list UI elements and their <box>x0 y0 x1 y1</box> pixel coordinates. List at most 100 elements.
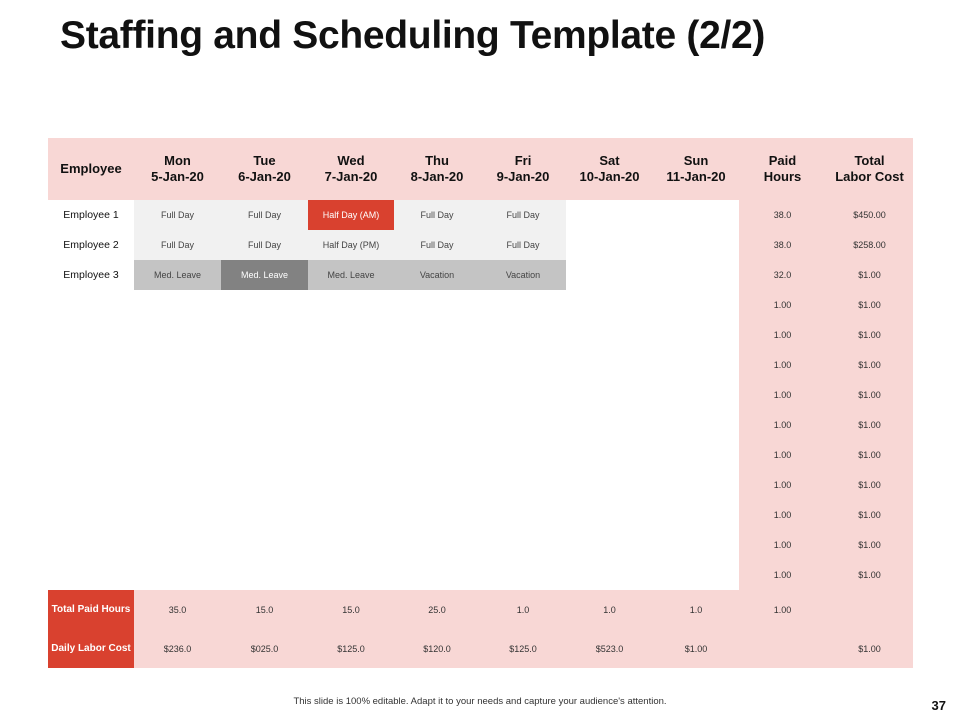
schedule-cell[interactable] <box>566 230 653 260</box>
schedule-cell[interactable] <box>221 410 308 440</box>
schedule-cell[interactable] <box>308 560 394 590</box>
employee-name[interactable] <box>48 410 134 440</box>
schedule-cell[interactable] <box>394 320 480 350</box>
schedule-cell[interactable] <box>134 350 221 380</box>
schedule-cell[interactable] <box>394 560 480 590</box>
schedule-cell[interactable]: Vacation <box>480 260 566 290</box>
schedule-cell[interactable] <box>480 530 566 560</box>
schedule-cell[interactable] <box>480 320 566 350</box>
schedule-cell[interactable] <box>566 470 653 500</box>
schedule-cell[interactable] <box>566 290 653 320</box>
schedule-cell[interactable] <box>480 470 566 500</box>
schedule-cell[interactable]: Full Day <box>134 230 221 260</box>
schedule-cell[interactable] <box>653 410 739 440</box>
schedule-cell[interactable]: Full Day <box>221 200 308 230</box>
schedule-cell[interactable] <box>566 410 653 440</box>
schedule-cell[interactable] <box>394 410 480 440</box>
schedule-cell[interactable] <box>134 380 221 410</box>
schedule-cell[interactable] <box>480 290 566 320</box>
schedule-cell[interactable]: Med. Leave <box>221 260 308 290</box>
employee-name[interactable] <box>48 350 134 380</box>
schedule-cell[interactable] <box>134 530 221 560</box>
schedule-cell[interactable] <box>308 530 394 560</box>
schedule-cell[interactable] <box>566 440 653 470</box>
schedule-cell[interactable] <box>653 470 739 500</box>
schedule-cell[interactable] <box>480 560 566 590</box>
schedule-cell[interactable] <box>653 230 739 260</box>
schedule-cell[interactable] <box>394 350 480 380</box>
schedule-cell[interactable] <box>221 500 308 530</box>
schedule-cell[interactable]: Full Day <box>394 200 480 230</box>
schedule-cell[interactable] <box>566 320 653 350</box>
schedule-cell[interactable] <box>221 440 308 470</box>
schedule-cell[interactable] <box>480 440 566 470</box>
schedule-cell[interactable] <box>653 530 739 560</box>
schedule-cell[interactable] <box>653 200 739 230</box>
employee-name[interactable] <box>48 320 134 350</box>
schedule-cell[interactable] <box>566 380 653 410</box>
schedule-cell[interactable]: Full Day <box>480 200 566 230</box>
schedule-cell[interactable]: Half Day (AM) <box>308 200 394 230</box>
schedule-cell[interactable]: Med. Leave <box>308 260 394 290</box>
schedule-cell[interactable]: Vacation <box>394 260 480 290</box>
schedule-cell[interactable] <box>394 290 480 320</box>
schedule-cell[interactable] <box>221 380 308 410</box>
schedule-cell[interactable] <box>566 530 653 560</box>
schedule-cell[interactable] <box>653 260 739 290</box>
schedule-cell[interactable] <box>653 500 739 530</box>
employee-name[interactable] <box>48 560 134 590</box>
schedule-cell[interactable] <box>480 350 566 380</box>
schedule-cell[interactable] <box>653 380 739 410</box>
schedule-cell[interactable] <box>480 410 566 440</box>
schedule-cell[interactable]: Half Day (PM) <box>308 230 394 260</box>
schedule-cell[interactable] <box>221 560 308 590</box>
schedule-cell[interactable] <box>308 380 394 410</box>
schedule-cell[interactable] <box>394 440 480 470</box>
employee-name[interactable] <box>48 470 134 500</box>
employee-name[interactable] <box>48 530 134 560</box>
schedule-cell[interactable] <box>134 440 221 470</box>
schedule-cell[interactable]: Med. Leave <box>134 260 221 290</box>
schedule-cell[interactable] <box>134 560 221 590</box>
schedule-cell[interactable]: Full Day <box>134 200 221 230</box>
schedule-cell[interactable] <box>566 500 653 530</box>
schedule-cell[interactable] <box>308 290 394 320</box>
schedule-cell[interactable] <box>394 470 480 500</box>
schedule-cell[interactable] <box>480 380 566 410</box>
schedule-cell[interactable] <box>653 350 739 380</box>
schedule-cell[interactable] <box>221 290 308 320</box>
schedule-cell[interactable] <box>221 350 308 380</box>
schedule-cell[interactable] <box>308 470 394 500</box>
schedule-cell[interactable] <box>566 200 653 230</box>
schedule-cell[interactable] <box>653 560 739 590</box>
schedule-cell[interactable] <box>308 440 394 470</box>
schedule-cell[interactable] <box>480 500 566 530</box>
employee-name[interactable] <box>48 500 134 530</box>
schedule-cell[interactable] <box>221 470 308 500</box>
schedule-cell[interactable] <box>308 500 394 530</box>
employee-name[interactable] <box>48 440 134 470</box>
schedule-cell[interactable] <box>653 290 739 320</box>
employee-name[interactable] <box>48 290 134 320</box>
schedule-cell[interactable]: Full Day <box>221 230 308 260</box>
schedule-cell[interactable] <box>394 530 480 560</box>
schedule-cell[interactable] <box>653 440 739 470</box>
schedule-cell[interactable] <box>394 380 480 410</box>
schedule-cell[interactable] <box>653 320 739 350</box>
schedule-cell[interactable]: Full Day <box>394 230 480 260</box>
schedule-cell[interactable] <box>134 290 221 320</box>
schedule-cell[interactable] <box>566 350 653 380</box>
schedule-cell[interactable] <box>134 470 221 500</box>
employee-name[interactable] <box>48 380 134 410</box>
schedule-cell[interactable] <box>394 500 480 530</box>
schedule-cell[interactable] <box>221 530 308 560</box>
schedule-cell[interactable] <box>221 320 308 350</box>
schedule-cell[interactable] <box>566 260 653 290</box>
schedule-cell[interactable] <box>134 500 221 530</box>
schedule-cell[interactable] <box>134 410 221 440</box>
schedule-cell[interactable] <box>134 320 221 350</box>
schedule-cell[interactable] <box>308 350 394 380</box>
schedule-cell[interactable] <box>308 320 394 350</box>
schedule-cell[interactable] <box>566 560 653 590</box>
schedule-cell[interactable] <box>308 410 394 440</box>
